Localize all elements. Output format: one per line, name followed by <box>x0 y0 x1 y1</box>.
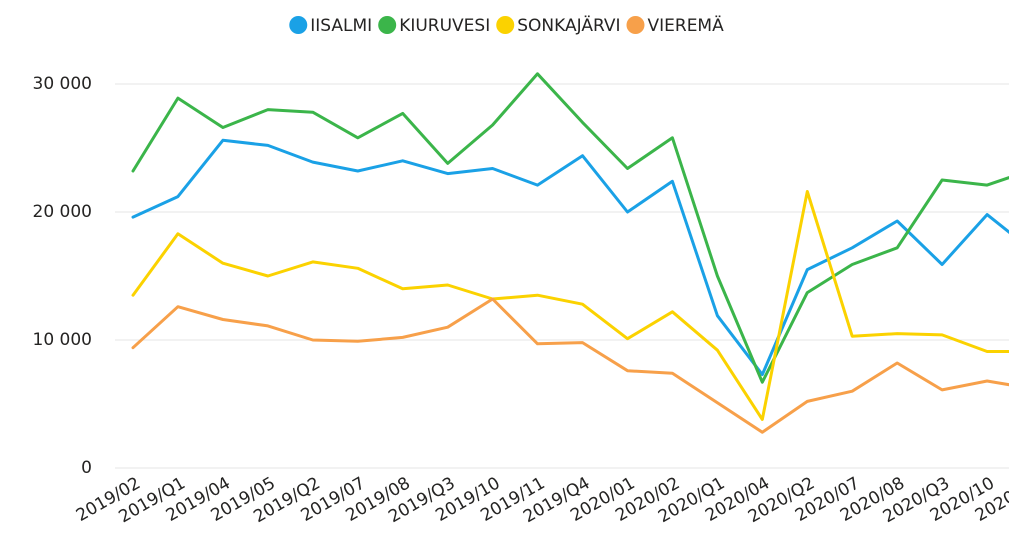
y-tick-label: 0 <box>81 458 92 478</box>
legend-marker <box>496 16 515 34</box>
y-tick-label: 20 000 <box>33 202 92 222</box>
series-line <box>131 72 1009 384</box>
legend-label: SONKAJÄRVI <box>517 15 620 36</box>
legend-marker <box>378 16 397 34</box>
legend-label: KIURUVESI <box>399 16 490 36</box>
legend-marker <box>289 16 308 34</box>
y-tick-label: 10 000 <box>33 330 92 350</box>
series-line <box>131 297 1009 434</box>
legend-marker <box>626 16 645 34</box>
legend-label: IISALMI <box>310 16 372 36</box>
legend-label: VIEREMÄ <box>647 15 724 36</box>
series-line <box>131 190 1009 421</box>
series-line <box>131 138 1009 377</box>
y-tick-label: 30 000 <box>33 74 92 94</box>
legend: IISALMI KIURUVESI SONKAJÄRVI VIEREMÄ <box>289 15 724 36</box>
